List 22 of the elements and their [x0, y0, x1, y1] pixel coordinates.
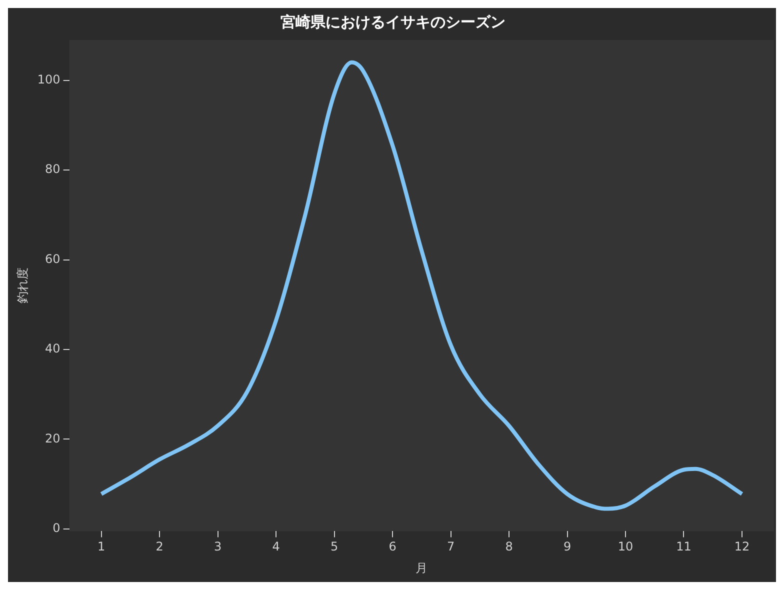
- y-tick-label: 0: [52, 521, 60, 536]
- chart-title: 宮崎県におけるイサキのシーズン: [280, 12, 506, 31]
- x-tick-label: 5: [330, 540, 338, 554]
- y-tick-label: 60: [45, 252, 60, 266]
- x-tick-label: 4: [272, 540, 280, 554]
- x-axis-title: 月: [416, 560, 428, 575]
- x-tick-label: 9: [563, 540, 572, 554]
- x-tick-label: 7: [446, 540, 455, 554]
- y-tick-label: 40: [45, 342, 60, 356]
- x-tick-label: 11: [676, 540, 692, 554]
- line-series: [99, 60, 744, 511]
- x-tick-label: 3: [214, 540, 222, 554]
- x-tick-label: 12: [734, 540, 750, 554]
- y-tick-label: 100: [37, 72, 60, 86]
- x-tick-label: 6: [388, 540, 396, 554]
- x-tick-label: 1: [98, 540, 106, 554]
- y-axis-title: 釣れ度: [15, 268, 30, 304]
- x-tick-label: 10: [618, 540, 634, 554]
- x-tick-label: 8: [505, 540, 513, 554]
- y-tick-label: 80: [45, 162, 60, 176]
- x-tick-label: 2: [156, 540, 164, 554]
- y-tick-label: 20: [45, 431, 60, 446]
